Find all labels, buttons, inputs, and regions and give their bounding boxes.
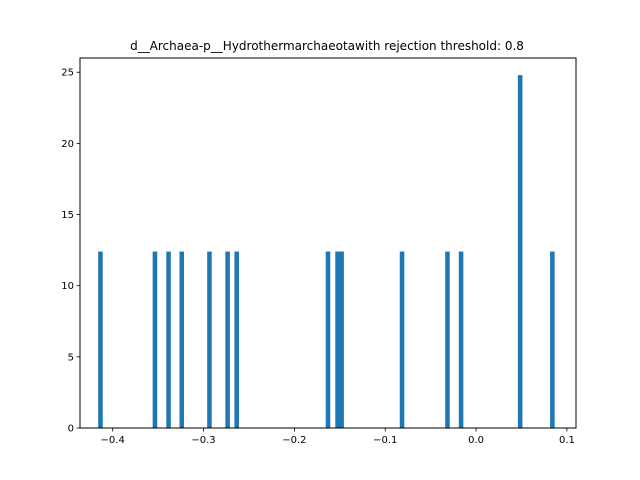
histogram-bar [339,251,344,428]
x-tick-label: 0.1 [559,435,575,446]
y-tick-label: 10 [61,281,74,292]
x-tick-label: −0.1 [373,435,397,446]
histogram-bar [234,251,239,428]
histogram-bar [225,251,230,428]
x-axis: −0.4 −0.3 −0.2 −0.1 0.0 0.1 [101,428,575,446]
y-tick-label: 5 [68,352,74,363]
x-tick-label: −0.2 [282,435,306,446]
histogram-bar [207,251,212,428]
histogram-bar [166,251,171,428]
histogram-bar [399,251,405,428]
bars-group [98,75,555,428]
y-tick-label: 15 [61,210,74,221]
x-tick-label: −0.3 [191,435,215,446]
y-tick-label: 0 [68,424,74,435]
y-tick-label: 25 [61,68,74,79]
x-tick-label: −0.4 [101,435,125,446]
x-tick-label: 0.0 [468,435,484,446]
histogram-bar [98,251,103,428]
histogram-bar [335,251,340,428]
histogram-bar [458,251,464,428]
histogram-bar [179,251,185,428]
histogram-bar [152,251,158,428]
histogram-bar [550,251,555,428]
histogram-bar [445,251,450,428]
y-tick-label: 20 [61,139,74,150]
axes-frame [79,57,577,429]
chart-title: d__Archaea-p__Hydrothermarchaeotawith re… [130,39,524,53]
histogram-bar [517,75,523,428]
histogram-bar [325,251,331,428]
y-axis: 0 5 10 15 20 25 [61,68,80,435]
